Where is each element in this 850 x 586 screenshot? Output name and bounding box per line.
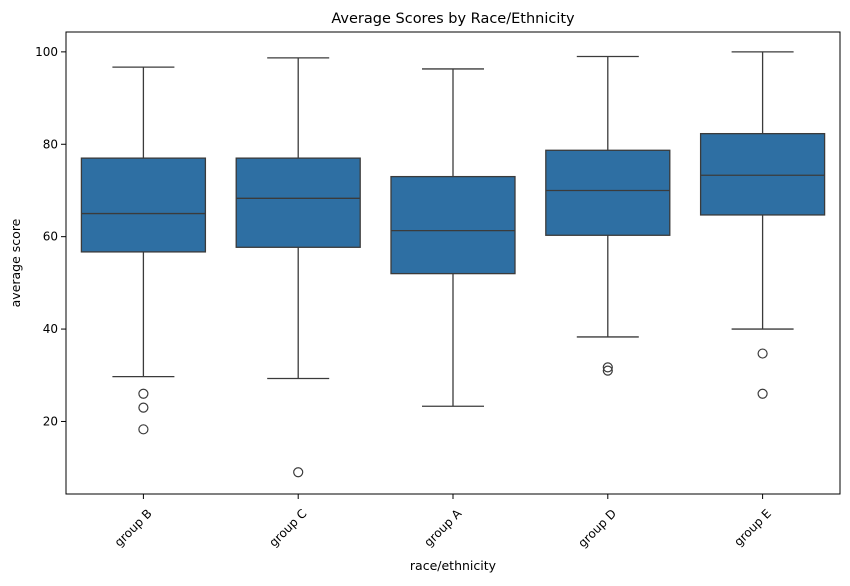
y-tick-label: 60 [43, 230, 58, 244]
box-iqr [699, 132, 826, 216]
box-iqr [390, 175, 516, 275]
x-tick-label: group B [112, 506, 155, 549]
x-tick-label: group D [575, 506, 619, 550]
outlier-point [138, 388, 149, 399]
outlier-point [757, 348, 768, 359]
x-axis-label: race/ethnicity [410, 558, 497, 573]
y-tick-label: 20 [43, 414, 58, 428]
outlier-point [602, 362, 613, 373]
y-tick-label: 80 [43, 137, 58, 151]
box-iqr [80, 157, 207, 253]
outlier-point [138, 424, 149, 435]
outlier-point [138, 402, 149, 413]
outlier-point [757, 388, 768, 399]
box-group-group-a [390, 68, 516, 407]
box-group-group-c [235, 57, 361, 478]
x-tick-label: group E [731, 506, 774, 549]
box-iqr [545, 149, 671, 236]
box-iqr [235, 157, 361, 248]
box-group-group-b [80, 66, 207, 435]
y-tick-label: 100 [35, 45, 58, 59]
y-axis-label: average score [8, 218, 23, 307]
plot-area: 20 40 60 80 100 group B group C group A group D g… [35, 31, 841, 550]
outlier-point [293, 467, 304, 478]
box-group-group-d [545, 55, 671, 376]
chart-title: Average Scores by Race/Ethnicity [331, 11, 575, 27]
plot-frame [65, 31, 841, 495]
x-tick-label: group A [421, 506, 465, 550]
outlier-point [602, 365, 613, 376]
box-group-group-e [699, 51, 826, 399]
x-tick-label: group C [266, 506, 309, 549]
y-tick-label: 40 [43, 322, 58, 336]
